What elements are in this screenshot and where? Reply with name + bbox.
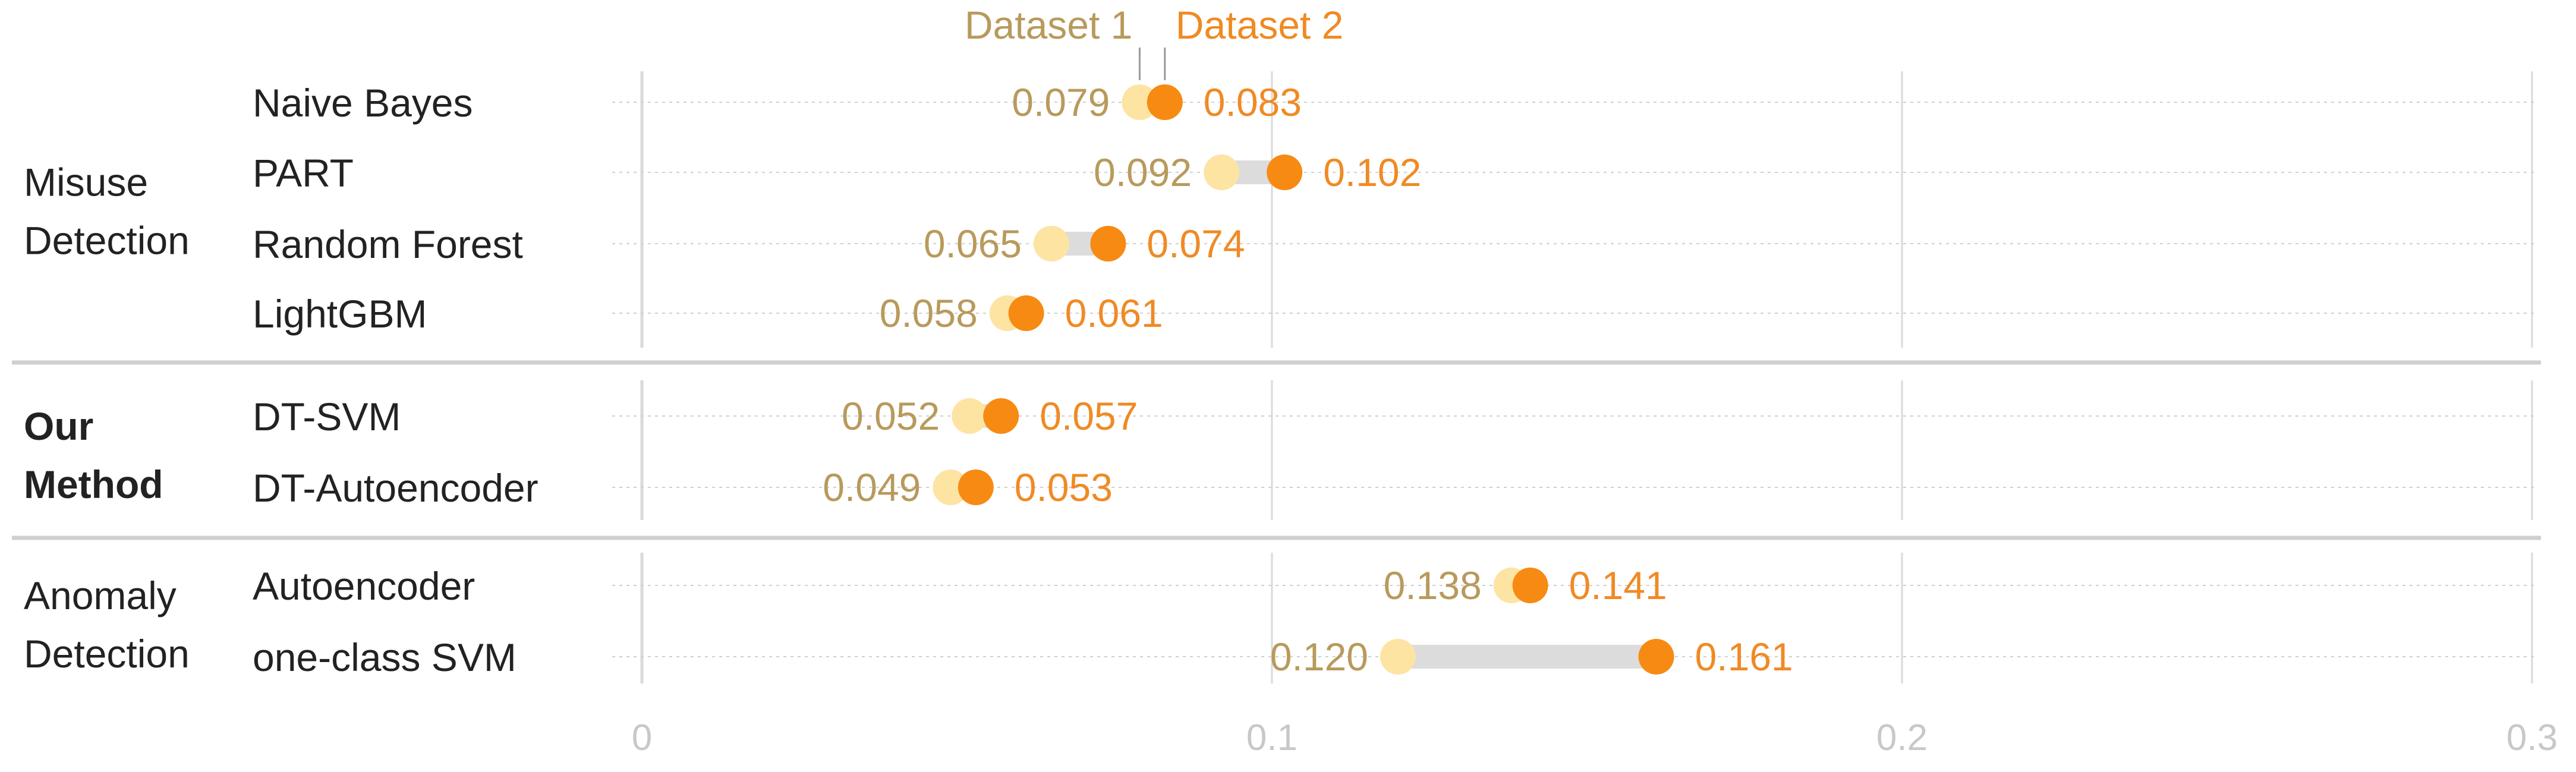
dataset2-value-label: 0.141 bbox=[1569, 563, 1667, 607]
group-label: Method bbox=[24, 462, 163, 506]
dataset2-value-label: 0.083 bbox=[1204, 80, 1302, 124]
group-labels: Misuse Detection Our Method Anomaly Detection bbox=[24, 160, 190, 676]
x-tick-label: 0.2 bbox=[1876, 717, 1928, 758]
group-separators bbox=[12, 360, 2541, 540]
dataset1-value-label: 0.079 bbox=[1012, 80, 1110, 124]
dataset1-value-label: 0.120 bbox=[1270, 635, 1368, 679]
legend-dataset2: Dataset 2 bbox=[1176, 3, 1344, 47]
dataset2-value-label: 0.057 bbox=[1040, 394, 1138, 438]
legend: Dataset 1 Dataset 2 bbox=[965, 3, 1343, 80]
row-label: LightGBM bbox=[253, 292, 427, 336]
dataset1-value-label: 0.092 bbox=[1094, 150, 1192, 194]
row-label: Random Forest bbox=[253, 222, 523, 266]
x-axis-ticks: 0 0.1 0.2 0.3 bbox=[632, 717, 2558, 758]
dataset2-value-label: 0.161 bbox=[1695, 635, 1793, 679]
dataset1-value-label: 0.138 bbox=[1384, 563, 1482, 607]
dataset2-point bbox=[1147, 84, 1183, 120]
legend-dataset1: Dataset 1 bbox=[965, 3, 1133, 47]
dataset2-value-label: 0.074 bbox=[1147, 222, 1245, 266]
row-label: DT-Autoencoder bbox=[253, 466, 538, 510]
x-tick-label: 0 bbox=[632, 717, 652, 758]
dataset2-point bbox=[958, 469, 994, 505]
value-labels: 0.079 0.083 0.092 0.102 0.065 0.074 0.058 0.061… bbox=[823, 80, 1793, 679]
dataset2-point bbox=[1638, 639, 1674, 675]
grid-lines bbox=[640, 71, 2533, 683]
dataset1-value-label: 0.049 bbox=[823, 465, 921, 509]
row-label: Autoencoder bbox=[253, 564, 475, 608]
group-label: Detection bbox=[24, 632, 190, 676]
dataset2-point bbox=[1008, 295, 1044, 331]
row-label: one-class SVM bbox=[253, 635, 517, 679]
dataset1-point bbox=[1204, 155, 1240, 190]
group-label: Detection bbox=[24, 219, 190, 263]
dataset1-point bbox=[952, 398, 988, 434]
row-labels: Naive Bayes PART Random Forest LightGBM DT-S… bbox=[253, 81, 538, 679]
dataset1-value-label: 0.052 bbox=[842, 394, 940, 438]
group-label: Anomaly bbox=[24, 574, 177, 617]
connectors bbox=[939, 90, 1668, 669]
dataset1-point bbox=[1122, 84, 1158, 120]
row-label: DT-SVM bbox=[253, 395, 401, 439]
dataset1-point bbox=[1034, 226, 1069, 261]
row-label: PART bbox=[253, 151, 354, 195]
x-tick-label: 0.1 bbox=[1246, 717, 1298, 758]
dataset1-value-label: 0.058 bbox=[880, 291, 978, 335]
dataset1-point bbox=[1380, 639, 1416, 675]
dataset2-point bbox=[1267, 155, 1303, 190]
data-points bbox=[933, 84, 1674, 675]
x-tick-label: 0.3 bbox=[2506, 717, 2558, 758]
dataset1-value-label: 0.065 bbox=[924, 222, 1022, 266]
dataset2-value-label: 0.102 bbox=[1323, 150, 1421, 194]
dataset1-point bbox=[933, 469, 969, 505]
dataset2-point bbox=[1512, 568, 1548, 603]
dataset2-value-label: 0.053 bbox=[1015, 465, 1113, 509]
dataset2-point bbox=[1090, 226, 1126, 261]
group-label: Our bbox=[24, 404, 93, 448]
group-label: Misuse bbox=[24, 160, 148, 204]
dataset2-point bbox=[983, 398, 1019, 434]
dataset2-value-label: 0.061 bbox=[1065, 291, 1163, 335]
row-label: Naive Bayes bbox=[253, 81, 473, 125]
